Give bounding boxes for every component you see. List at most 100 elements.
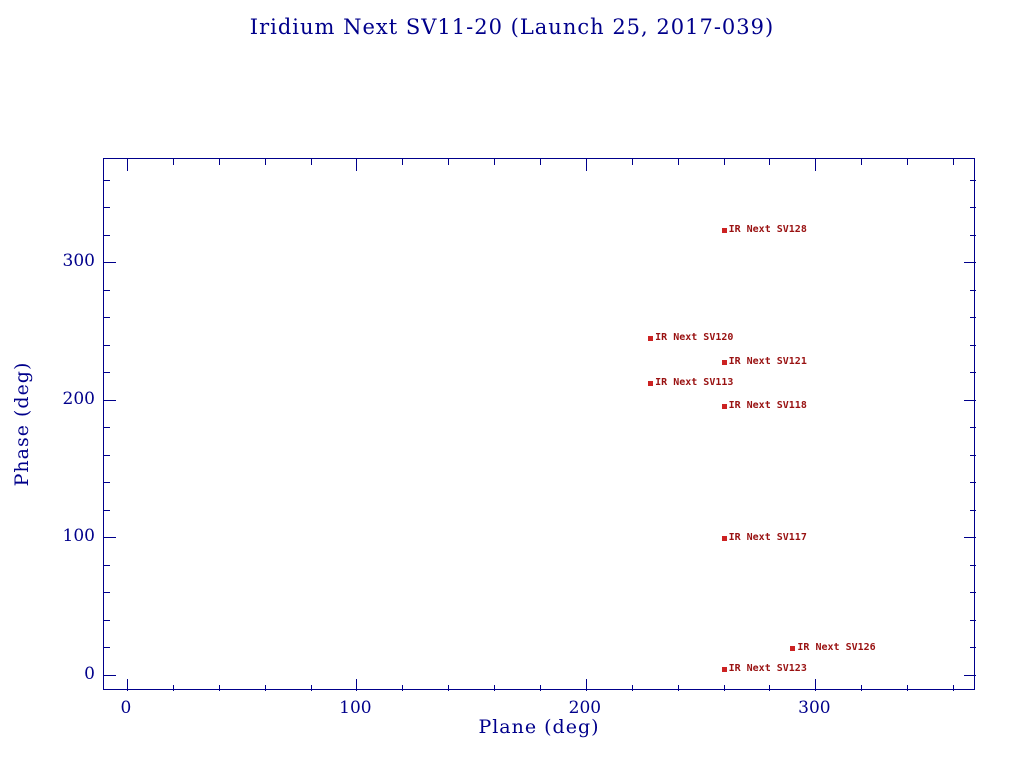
axis-tick (907, 159, 909, 165)
data-point-label: IR Next SV120 (655, 331, 734, 343)
data-point-marker (721, 360, 727, 366)
axis-tick (104, 537, 116, 539)
axis-tick (970, 509, 976, 511)
axis-tick (104, 234, 110, 236)
axis-tick (104, 372, 110, 374)
axis-tick (126, 159, 128, 171)
axis-tick (126, 679, 128, 691)
axis-tick (402, 685, 404, 691)
axis-tick (953, 159, 955, 165)
x-tick-label: 0 (120, 698, 132, 718)
plot-area: IR Next SV128 IR Next SV120 IR Next SV121 I… (103, 158, 976, 691)
x-tick-label: 200 (568, 698, 602, 718)
axis-tick (970, 234, 976, 236)
axis-tick (585, 679, 587, 691)
axis-tick (310, 159, 312, 165)
axis-tick (964, 537, 976, 539)
axis-tick (104, 207, 110, 209)
data-point-label: IR Next SV126 (797, 642, 876, 654)
data-point-marker (721, 228, 727, 234)
axis-tick (104, 289, 110, 291)
axis-tick (970, 564, 976, 566)
data-point-marker (790, 646, 796, 652)
data-point-label: IR Next SV123 (728, 663, 807, 674)
axis-tick (970, 179, 976, 181)
axis-tick (723, 159, 725, 165)
axis-tick (970, 454, 976, 456)
axis-tick (104, 647, 110, 648)
data-point-label: IR Next SV117 (728, 532, 807, 544)
axis-tick (104, 509, 110, 511)
data-point-label: IR Next SV128 (728, 224, 807, 236)
axis-tick (677, 159, 679, 165)
axis-tick (970, 317, 976, 319)
axis-tick (970, 482, 976, 484)
axis-tick (448, 159, 450, 165)
x-tick-label: 300 (798, 698, 831, 718)
axis-tick (104, 344, 110, 346)
axis-tick (218, 159, 220, 165)
axis-tick (448, 685, 450, 691)
axis-tick (815, 679, 817, 691)
axis-tick (970, 647, 976, 648)
axis-tick (104, 317, 110, 319)
axis-tick (970, 592, 976, 594)
x-tick-label: 100 (339, 698, 372, 718)
axis-tick (310, 685, 312, 691)
axis-tick (964, 674, 976, 676)
axis-tick (104, 482, 110, 484)
axis-tick (631, 159, 633, 165)
data-point-marker (721, 536, 727, 542)
axis-tick (815, 159, 817, 171)
axis-tick (769, 159, 771, 165)
y-tick-label: 300 (62, 251, 95, 272)
axis-tick (356, 159, 358, 171)
axis-tick (104, 427, 110, 429)
axis-tick (631, 685, 633, 691)
axis-tick (264, 685, 266, 691)
axis-tick (104, 564, 110, 566)
axis-tick (356, 679, 358, 691)
axis-tick (585, 159, 587, 171)
axis-tick (172, 685, 174, 691)
data-point-label: IR Next SV121 (728, 356, 807, 368)
axis-tick (218, 685, 220, 691)
axis-tick (907, 685, 909, 691)
axis-tick (494, 685, 496, 691)
data-point-marker (648, 335, 654, 341)
data-point-marker (721, 404, 727, 410)
axis-tick (964, 262, 976, 264)
axis-tick (723, 685, 725, 691)
data-point-label: IR Next SV113 (655, 377, 734, 389)
data-point-label: IR Next SV118 (728, 400, 807, 412)
axis-tick (104, 399, 116, 401)
data-point-marker (648, 381, 654, 387)
axis-tick (494, 159, 496, 165)
axis-tick (104, 674, 116, 676)
axis-tick (861, 685, 863, 691)
y-axis-label: Phase (deg) (11, 361, 33, 487)
y-tick-label: 0 (84, 663, 95, 684)
axis-tick (540, 159, 541, 165)
y-tick-label: 200 (62, 388, 95, 409)
axis-tick (677, 685, 679, 691)
x-axis-label: Plane (deg) (478, 716, 600, 738)
data-point-marker (721, 667, 727, 672)
axis-tick (769, 685, 771, 691)
axis-tick (970, 207, 976, 209)
axis-tick (970, 289, 976, 291)
y-tick-label: 100 (62, 526, 95, 547)
axis-tick (104, 454, 110, 456)
axis-tick (104, 592, 110, 594)
chart-title: Iridium Next SV11-20 (Launch 25, 2017-03… (249, 15, 775, 39)
axis-tick (970, 427, 976, 429)
axis-tick (172, 159, 174, 165)
axis-tick (402, 159, 404, 165)
axis-tick (970, 344, 976, 346)
axis-tick (104, 262, 116, 264)
axis-tick (970, 619, 976, 621)
axis-tick (104, 179, 110, 181)
axis-tick (970, 372, 976, 374)
axis-tick (540, 685, 541, 691)
